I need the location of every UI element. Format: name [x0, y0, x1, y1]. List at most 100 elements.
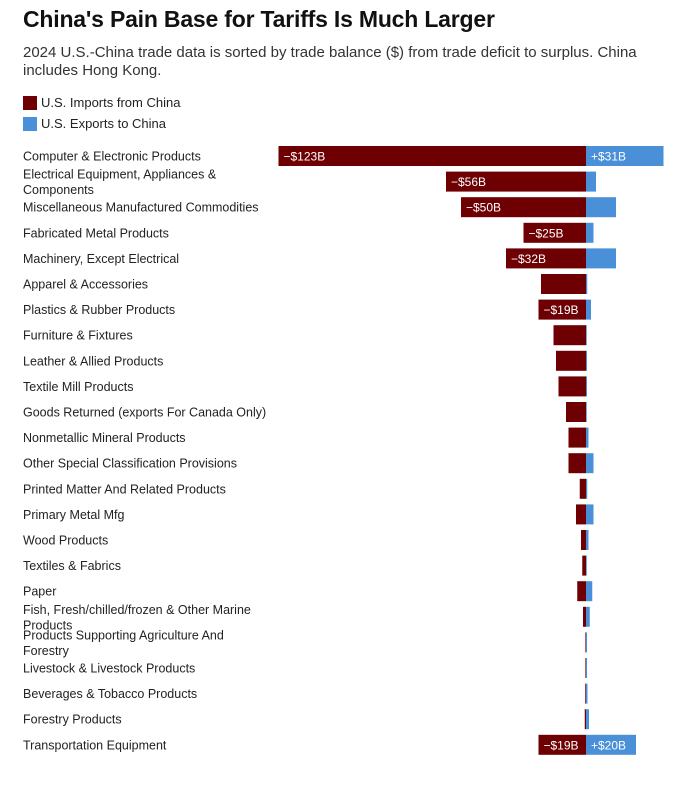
chart-row: Plastics & Rubber Products −$19B [23, 299, 591, 320]
category-label: Printed Matter And Related Products [23, 482, 226, 496]
legend: U.S. Imports from China U.S. Exports to … [23, 92, 180, 134]
category-label: Nonmetallic Mineral Products [23, 431, 186, 445]
imports-bar [461, 197, 586, 218]
exports-bar [586, 222, 594, 243]
imports-bar [558, 376, 586, 397]
imports-bar [566, 402, 586, 422]
imports-bar [553, 325, 586, 346]
imports-bar [568, 427, 586, 448]
chart-row: Computer & Electronic Products −$123B +$31… [23, 146, 664, 166]
category-label: Goods Returned (exports For Canada Only) [23, 406, 266, 420]
chart-row: Beverages & Tobacco Products [23, 683, 588, 704]
category-label: Apparel & Accessories [23, 278, 148, 292]
chart-title: China's Pain Base for Tariffs Is Much La… [23, 6, 495, 32]
category-label: Furniture & Fixtures [23, 329, 133, 343]
imports-value-label: −$56B [451, 175, 486, 189]
chart-row: Nonmetallic Mineral Products [23, 427, 589, 448]
imports-bar [506, 248, 586, 269]
exports-bar [586, 555, 587, 576]
category-label: Leather & Allied Products [23, 354, 163, 368]
imports-bar [581, 530, 586, 550]
exports-bar [586, 146, 664, 166]
imports-bar [584, 709, 586, 730]
chart-row: Textiles & Fabrics [23, 555, 587, 576]
chart-row: Paper [23, 581, 593, 602]
category-label: Computer & Electronic Products [23, 150, 201, 164]
category-label: Miscellaneous Manufactured Commodities [23, 201, 259, 215]
exports-bar [586, 453, 594, 474]
category-label: Machinery, Except Electrical [23, 252, 179, 266]
exports-bar [586, 734, 636, 755]
legend-swatch-imports [23, 95, 37, 110]
imports-value-label: −$123B [284, 150, 326, 164]
exports-bar [586, 606, 590, 627]
imports-bar [278, 146, 586, 166]
legend-label-exports: U.S. Exports to China [41, 116, 166, 131]
imports-value-label: −$19B [544, 738, 579, 752]
category-label: Other Special Classification Provisions [23, 457, 237, 471]
legend-swatch-exports [23, 116, 37, 131]
chart-row: Machinery, Except Electrical −$32B [23, 248, 616, 269]
exports-bar [586, 709, 589, 730]
chart-row: Primary Metal Mfg [23, 504, 594, 525]
category-label: Fabricated Metal Products [23, 226, 169, 240]
category-label: Electrical Equipment, Appliances & Compon… [23, 168, 217, 198]
exports-bar [586, 197, 616, 218]
imports-value-label: −$19B [544, 303, 579, 317]
chart-row: Goods Returned (exports For Canada Only) [23, 402, 587, 422]
exports-bar [586, 581, 593, 602]
chart-row: Products Supporting Agriculture And Fores… [23, 628, 587, 658]
exports-bar [586, 427, 589, 448]
chart-row: Livestock & Livestock Products [23, 658, 587, 678]
imports-bar [556, 350, 586, 371]
exports-bar [586, 248, 616, 269]
category-label: Paper [23, 585, 56, 599]
exports-value-label: +$31B [591, 150, 626, 164]
category-label: Transportation Equipment [23, 738, 167, 752]
chart-row: Printed Matter And Related Products [23, 478, 588, 499]
category-label: Textile Mill Products [23, 380, 133, 394]
category-label: Wood Products [23, 534, 108, 548]
chart-row: Electrical Equipment, Appliances & Compon… [23, 168, 596, 198]
chart-row: Fabricated Metal Products −$25B [23, 222, 594, 243]
chart-row: Transportation Equipment −$19B +$20B [23, 734, 636, 755]
legend-item-exports: U.S. Exports to China [23, 113, 180, 134]
chart-row: Other Special Classification Provisions [23, 453, 594, 474]
exports-bar [586, 299, 591, 320]
imports-bar [583, 606, 586, 627]
exports-bar [586, 325, 587, 346]
exports-bar [586, 632, 587, 653]
imports-bar [582, 555, 586, 576]
imports-value-label: −$32B [511, 252, 546, 266]
category-label: Plastics & Rubber Products [23, 303, 175, 317]
exports-bar [586, 274, 588, 294]
chart-row: Wood Products [23, 530, 589, 550]
category-label: Forestry Products [23, 713, 122, 727]
category-label: Beverages & Tobacco Products [23, 687, 197, 701]
imports-value-label: −$50B [466, 201, 501, 215]
chart-row: Leather & Allied Products [23, 350, 587, 371]
chart-subtitle: 2024 U.S.-China trade data is sorted by … [23, 44, 637, 79]
exports-bar [586, 658, 587, 678]
imports-bar [523, 222, 586, 243]
exports-bar [586, 402, 587, 422]
chart-row: Fish, Fresh/chilled/frozen & Other Marin… [23, 603, 590, 632]
imports-bar [577, 581, 586, 602]
legend-label-imports: U.S. Imports from China [41, 95, 181, 110]
exports-bar [586, 530, 589, 550]
imports-bar [585, 683, 586, 704]
exports-bar [586, 478, 588, 499]
chart-row: Furniture & Fixtures [23, 325, 587, 346]
chart-row: Textile Mill Products [23, 376, 587, 397]
imports-bar [568, 453, 586, 474]
imports-bar [585, 632, 586, 653]
trade-balance-chart: Computer & Electronic Products −$123B +$31… [23, 146, 664, 755]
imports-bar [585, 658, 586, 678]
imports-bar [579, 478, 586, 499]
chart-row: Miscellaneous Manufactured Commodities −$… [23, 197, 616, 218]
legend-item-imports: U.S. Imports from China [23, 92, 180, 113]
exports-value-label: +$20B [591, 738, 626, 752]
imports-bar [576, 504, 586, 525]
imports-bar [446, 171, 586, 192]
category-label: Products Supporting Agriculture And Fores… [23, 628, 224, 658]
